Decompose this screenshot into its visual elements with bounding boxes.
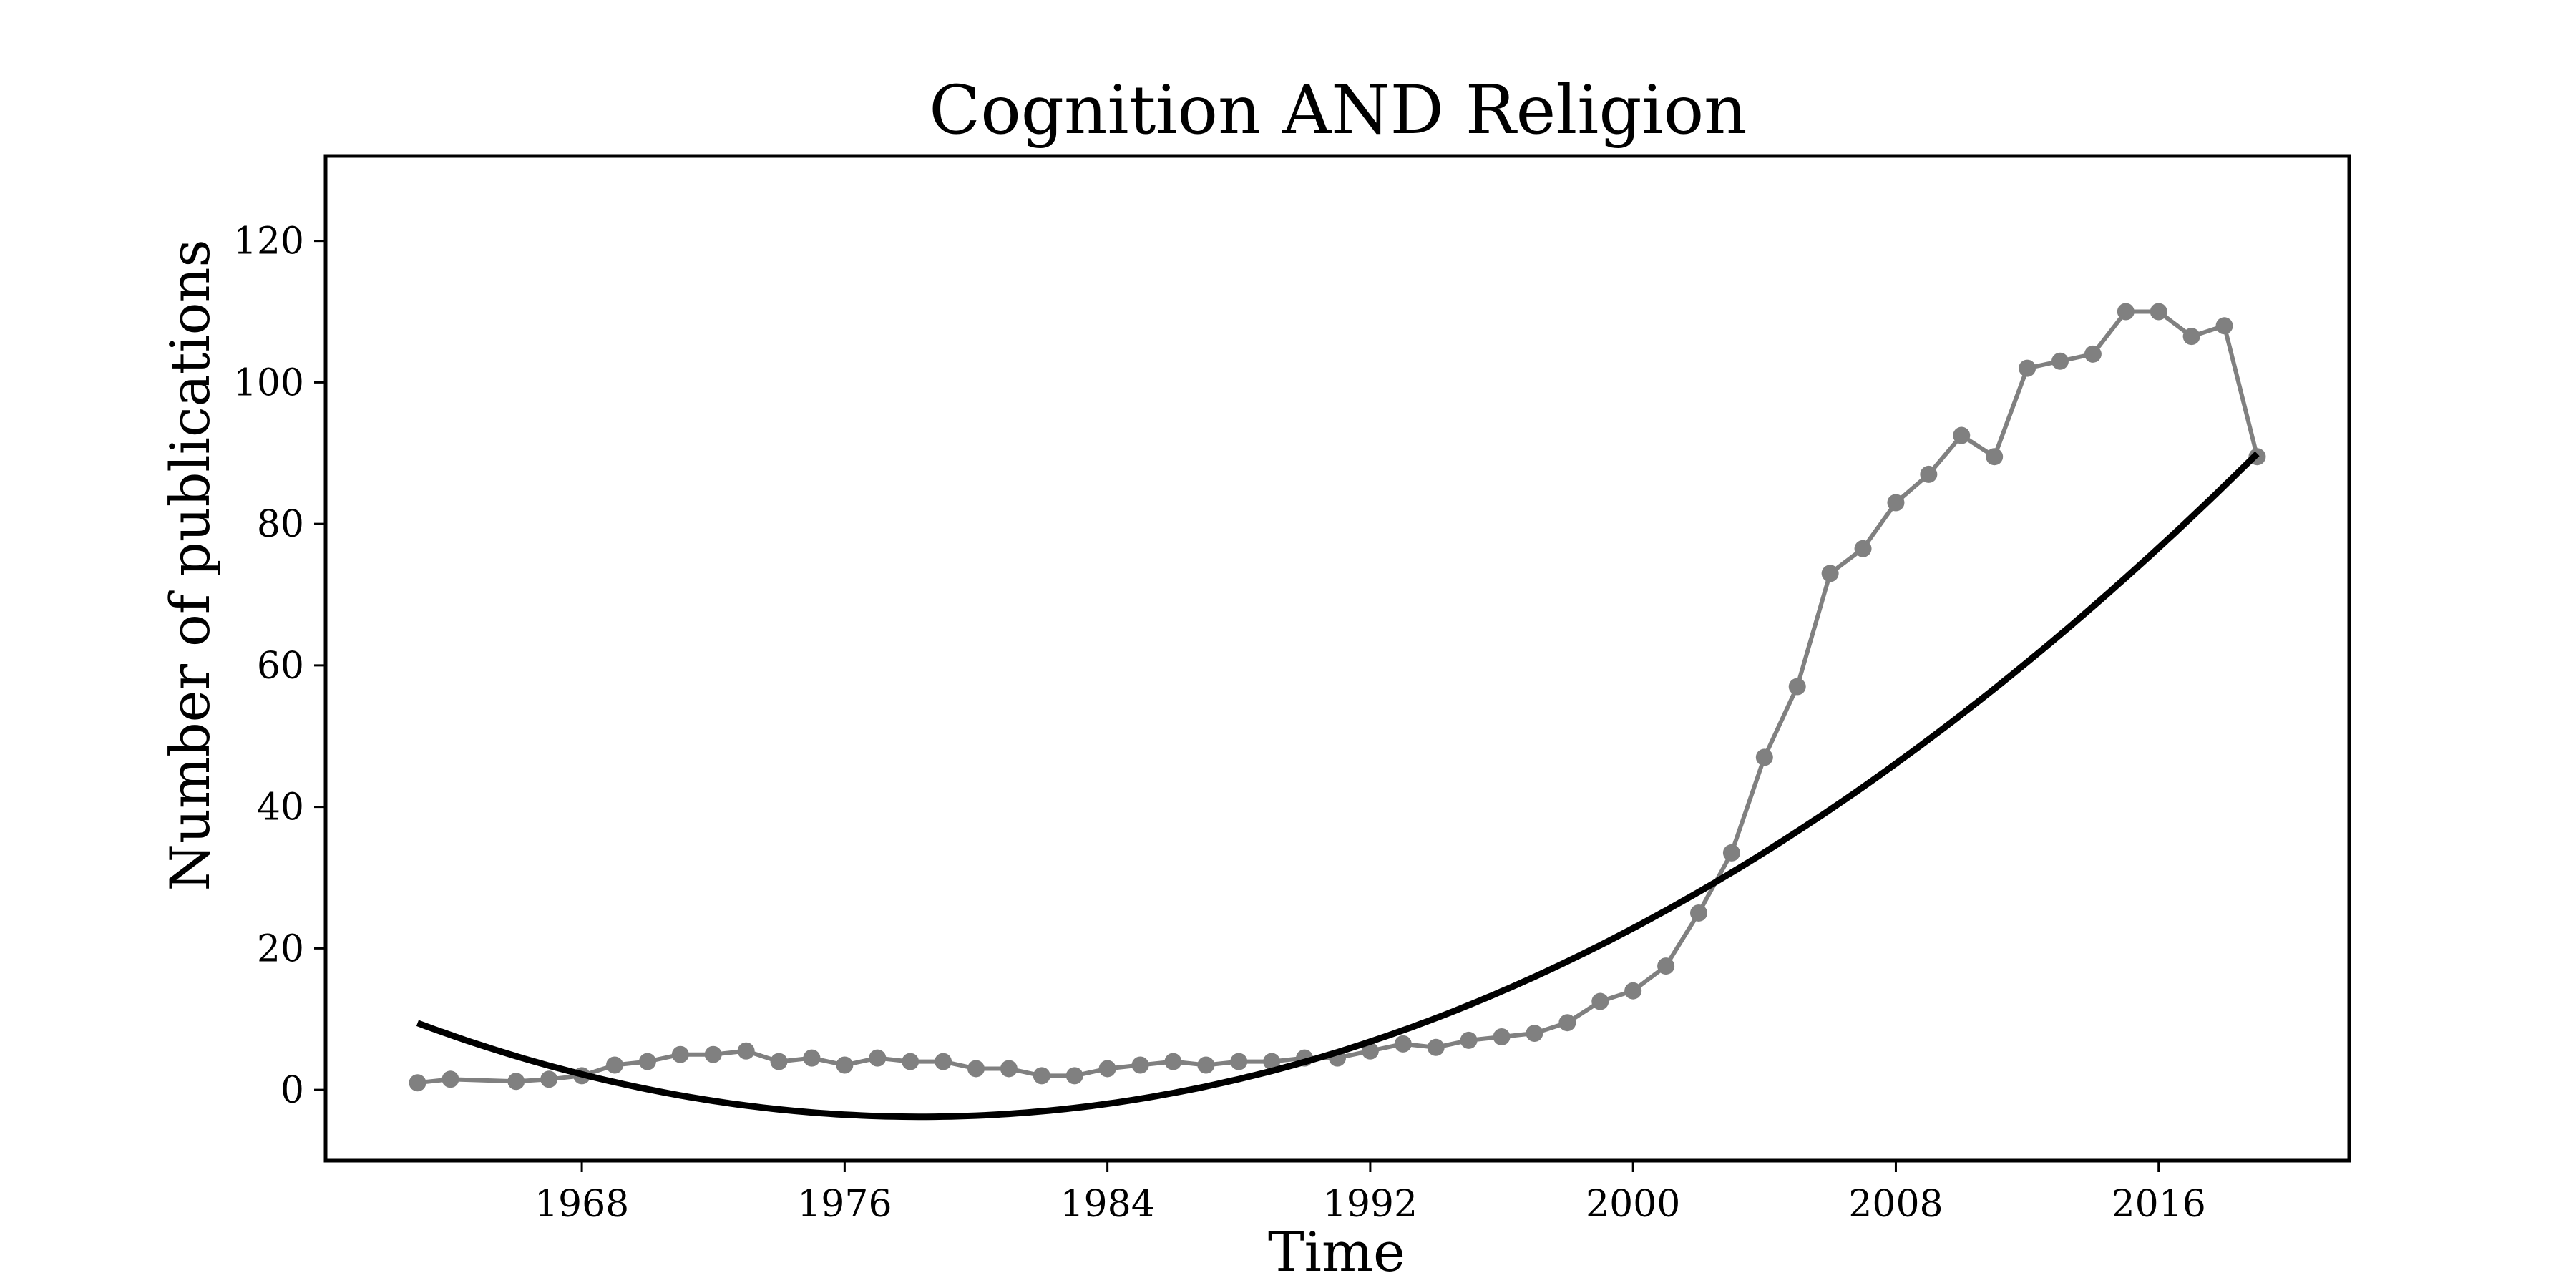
observed-data-point bbox=[2117, 303, 2135, 321]
observed-data-point bbox=[2215, 317, 2233, 335]
observed-data-point bbox=[2150, 303, 2167, 321]
observed-data-point bbox=[1986, 448, 2004, 466]
observed-data-point bbox=[704, 1045, 722, 1063]
observed-data-point bbox=[770, 1053, 788, 1070]
x-tick-label: 2000 bbox=[1586, 1183, 1680, 1226]
observed-data-point bbox=[507, 1073, 525, 1091]
y-tick-label: 100 bbox=[233, 361, 304, 404]
y-tick-label: 80 bbox=[257, 503, 304, 546]
observed-data-point bbox=[540, 1070, 558, 1088]
observed-data-point bbox=[1033, 1067, 1050, 1085]
observed-data-point bbox=[1953, 426, 1971, 444]
observed-data-point bbox=[671, 1045, 689, 1063]
y-tick-label: 60 bbox=[257, 645, 304, 688]
y-tick-label: 40 bbox=[257, 786, 304, 829]
x-tick-label: 2016 bbox=[2112, 1183, 2206, 1226]
observed-data-point bbox=[1722, 844, 1740, 862]
plot-frame bbox=[323, 154, 2351, 1163]
observed-data-point bbox=[1230, 1053, 1248, 1070]
observed-data-point bbox=[1361, 1042, 1379, 1060]
observed-data-point bbox=[441, 1070, 459, 1088]
observed-data-point bbox=[409, 1074, 426, 1092]
x-axis-label: Time bbox=[1268, 1220, 1405, 1284]
observed-data-point bbox=[1624, 982, 1642, 1000]
observed-data-point bbox=[1755, 748, 1773, 766]
observed-data-point bbox=[2019, 359, 2036, 377]
observed-data-point bbox=[1164, 1053, 1182, 1070]
observed-data-point bbox=[638, 1053, 656, 1070]
observed-data-point bbox=[606, 1056, 623, 1074]
observed-data-point bbox=[803, 1049, 821, 1067]
x-tick-label: 1968 bbox=[535, 1183, 629, 1226]
x-tick-label: 1984 bbox=[1060, 1183, 1154, 1226]
y-tick-label: 20 bbox=[257, 927, 304, 970]
observed-data-point bbox=[1493, 1028, 1511, 1045]
observed-data-point bbox=[2084, 345, 2102, 363]
observed-data-point bbox=[1657, 957, 1675, 975]
observed-data-point bbox=[1591, 992, 1609, 1010]
y-tick-label: 120 bbox=[233, 220, 304, 263]
series-layer bbox=[409, 303, 2266, 1121]
x-tick-label: 1976 bbox=[797, 1183, 892, 1226]
chart-title: Cognition AND Religion bbox=[929, 72, 1747, 150]
observed-data-point bbox=[1263, 1053, 1281, 1070]
observed-data-point bbox=[1887, 494, 1905, 512]
observed-data-point bbox=[1821, 565, 1839, 582]
observed-data-point bbox=[1131, 1056, 1149, 1074]
observed-data-point bbox=[836, 1056, 854, 1074]
observed-data-point bbox=[935, 1053, 952, 1070]
observed-data-point bbox=[2182, 328, 2200, 346]
observed-data-point bbox=[902, 1053, 919, 1070]
observed-data-point bbox=[1920, 465, 1938, 483]
observed-data-point bbox=[1098, 1060, 1116, 1078]
observed-data-point bbox=[1065, 1067, 1083, 1085]
observed-data-point bbox=[869, 1049, 887, 1067]
observed-data-point bbox=[2051, 352, 2069, 370]
observed-data-point bbox=[1854, 540, 1872, 557]
x-tick-label: 1992 bbox=[1323, 1183, 1418, 1226]
observed-data-point bbox=[1460, 1031, 1478, 1049]
observed-data-point bbox=[1197, 1056, 1215, 1074]
observed-data-point bbox=[737, 1042, 755, 1060]
axis-ticks: 1968 1976 1984 1992 2000 2008 2016 0 20 40 60 80 100… bbox=[233, 220, 2206, 1226]
observed-data-point bbox=[1788, 678, 1806, 696]
observed-data-point bbox=[967, 1060, 985, 1078]
fitted-trend-line bbox=[416, 451, 2260, 1121]
y-tick-label: 0 bbox=[280, 1069, 304, 1112]
observed-data-point bbox=[1394, 1035, 1412, 1053]
y-axis-label: Number of publications bbox=[158, 240, 222, 892]
x-tick-label: 2008 bbox=[1848, 1183, 1943, 1226]
observed-data-point bbox=[1427, 1038, 1445, 1056]
observed-data-point bbox=[1526, 1025, 1543, 1043]
observed-data-point bbox=[1690, 904, 1707, 922]
observed-data-point bbox=[1558, 1014, 1576, 1032]
observed-data-point bbox=[1000, 1060, 1018, 1078]
